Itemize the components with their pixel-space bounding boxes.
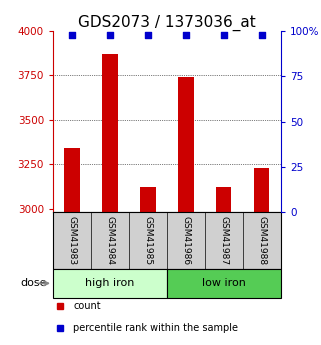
Text: high iron: high iron <box>85 278 134 288</box>
Text: GSM41988: GSM41988 <box>257 216 266 265</box>
Text: GSM41987: GSM41987 <box>219 216 229 265</box>
Bar <box>53 269 167 297</box>
Point <box>183 32 188 38</box>
Bar <box>167 269 281 297</box>
Text: dose: dose <box>21 278 47 288</box>
Title: GDS2073 / 1373036_at: GDS2073 / 1373036_at <box>78 15 256 31</box>
Text: GSM41983: GSM41983 <box>67 216 76 265</box>
Text: low iron: low iron <box>202 278 246 288</box>
Point <box>221 32 227 38</box>
Text: GSM41984: GSM41984 <box>105 216 115 265</box>
Bar <box>102 54 117 212</box>
Text: count: count <box>74 301 101 311</box>
Text: GSM41986: GSM41986 <box>181 216 190 265</box>
Text: percentile rank within the sample: percentile rank within the sample <box>74 323 239 333</box>
Bar <box>140 187 156 212</box>
Point <box>69 32 74 38</box>
Point <box>145 32 151 38</box>
Text: GSM41985: GSM41985 <box>143 216 152 265</box>
Bar <box>65 148 80 212</box>
Bar <box>254 168 270 212</box>
Point <box>107 32 113 38</box>
Point <box>259 32 265 38</box>
Bar <box>178 77 194 212</box>
Bar <box>216 187 231 212</box>
